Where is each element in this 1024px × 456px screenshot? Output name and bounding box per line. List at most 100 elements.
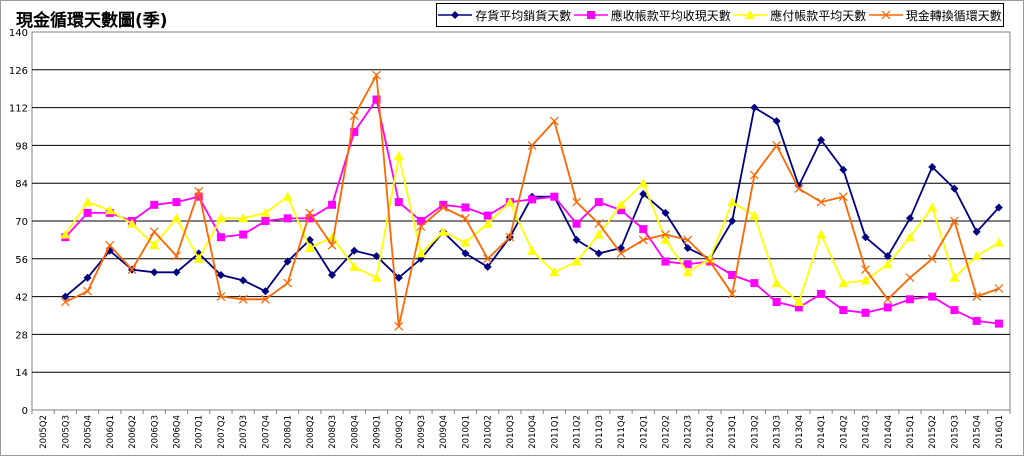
data-point-0 [61,292,70,301]
data-point-2 [749,210,760,220]
data-point-1 [861,308,870,317]
data-point-2 [504,197,515,207]
data-point-2 [638,178,649,188]
data-point-2 [104,205,115,215]
x-tick-label: 2012Q1 [639,415,649,449]
data-point-2 [438,226,449,236]
data-point-0 [283,257,292,266]
data-point-2 [793,297,804,306]
legend-item-receivable-days: 應收帳款平均收現天數 [573,7,731,24]
data-point-2 [260,207,271,217]
data-point-0 [239,276,248,285]
data-point-1 [83,208,92,217]
x-tick-label: 2012Q2 [661,415,671,449]
x-tick-label: 2009Q1 [373,415,383,449]
data-point-0 [372,252,381,261]
data-point-1 [994,319,1003,328]
x-tick-label: 2010Q4 [528,415,538,449]
data-point-2 [682,267,693,277]
y-tick-label: 70 [15,217,28,228]
data-point-2 [282,191,293,201]
data-point-0 [817,136,826,144]
data-point-3 [505,232,515,242]
legend-label-receivable-days: 應收帳款平均收現天數 [610,8,731,23]
x-tick-label: 2008Q1 [284,415,294,449]
x-tick-label: 2012Q3 [684,415,694,449]
x-tick-label: 2015Q3 [950,415,960,449]
data-point-1 [528,195,537,204]
data-point-3 [283,278,293,288]
y-tick-label: 112 [9,104,28,115]
data-point-0 [683,244,692,252]
x-tick-label: 2008Q2 [306,415,316,449]
data-point-2 [327,232,338,242]
data-point-3 [394,321,404,331]
data-point-3 [816,197,826,207]
data-point-2 [127,218,138,228]
x-tick-label: 2005Q4 [84,415,94,449]
y-tick-label: 126 [9,66,28,77]
data-point-2 [415,248,426,258]
data-point-2 [993,237,1004,247]
x-tick-label: 2014Q4 [884,415,894,449]
data-point-0 [928,163,937,171]
data-point-3 [883,294,893,304]
x-tick-label: 2007Q3 [239,415,249,449]
data-point-2 [838,278,849,288]
data-point-1 [550,192,559,201]
data-point-2 [60,229,71,239]
data-point-3 [972,292,982,302]
legend-marker-square [573,11,608,19]
y-tick-label: 84 [15,179,28,190]
data-point-2 [816,229,827,239]
data-point-0 [839,165,848,174]
data-point-1 [416,217,425,225]
data-point-2 [482,218,493,228]
data-point-0 [594,249,603,258]
data-point-1 [750,279,759,288]
data-point-3 [260,294,270,304]
data-point-1 [594,198,603,207]
data-point-3 [727,289,737,299]
data-point-0 [150,268,159,277]
x-tick-label: 2014Q3 [862,415,872,449]
chart-legend: 存貨平均銷貨天數 應收帳款平均收現天數 應付帳款平均天數 現金轉換循環天數 [436,3,1004,27]
data-point-1 [439,200,448,209]
data-point-0 [950,184,959,193]
data-point-3 [238,294,248,304]
y-tick-label: 42 [15,293,28,304]
x-tick-label: 2016Q1 [995,415,1005,449]
data-point-0 [461,249,470,258]
data-point-1 [372,95,381,104]
data-point-1 [817,289,826,298]
data-point-3 [905,273,915,283]
legend-label-payable-days: 應付帳款平均天數 [770,8,867,23]
x-tick-label: 2009Q4 [439,415,449,449]
data-point-3 [60,297,70,307]
data-point-2 [882,259,893,269]
data-point-3 [216,292,226,302]
data-point-0 [328,271,337,279]
data-point-3 [438,203,448,212]
data-point-2 [527,245,538,255]
data-point-2 [304,243,315,252]
data-point-0 [416,254,425,263]
data-point-1 [194,192,203,201]
data-point-1 [972,316,981,325]
data-point-0 [772,117,781,126]
legend-marker-cross [868,10,903,20]
data-point-2 [593,229,604,239]
x-tick-label: 2011Q4 [617,415,627,449]
data-point-1 [572,219,581,228]
data-point-3 [305,208,315,218]
data-point-3 [327,240,337,250]
data-point-0 [216,271,225,279]
x-tick-label: 2013Q2 [750,415,760,449]
data-point-1 [261,217,270,225]
data-point-2 [193,253,204,263]
x-tick-label: 2006Q1 [106,415,116,449]
data-point-1 [794,303,803,312]
x-tick-label: 2010Q3 [506,415,516,449]
data-point-3 [194,186,204,196]
data-point-1 [683,260,692,269]
